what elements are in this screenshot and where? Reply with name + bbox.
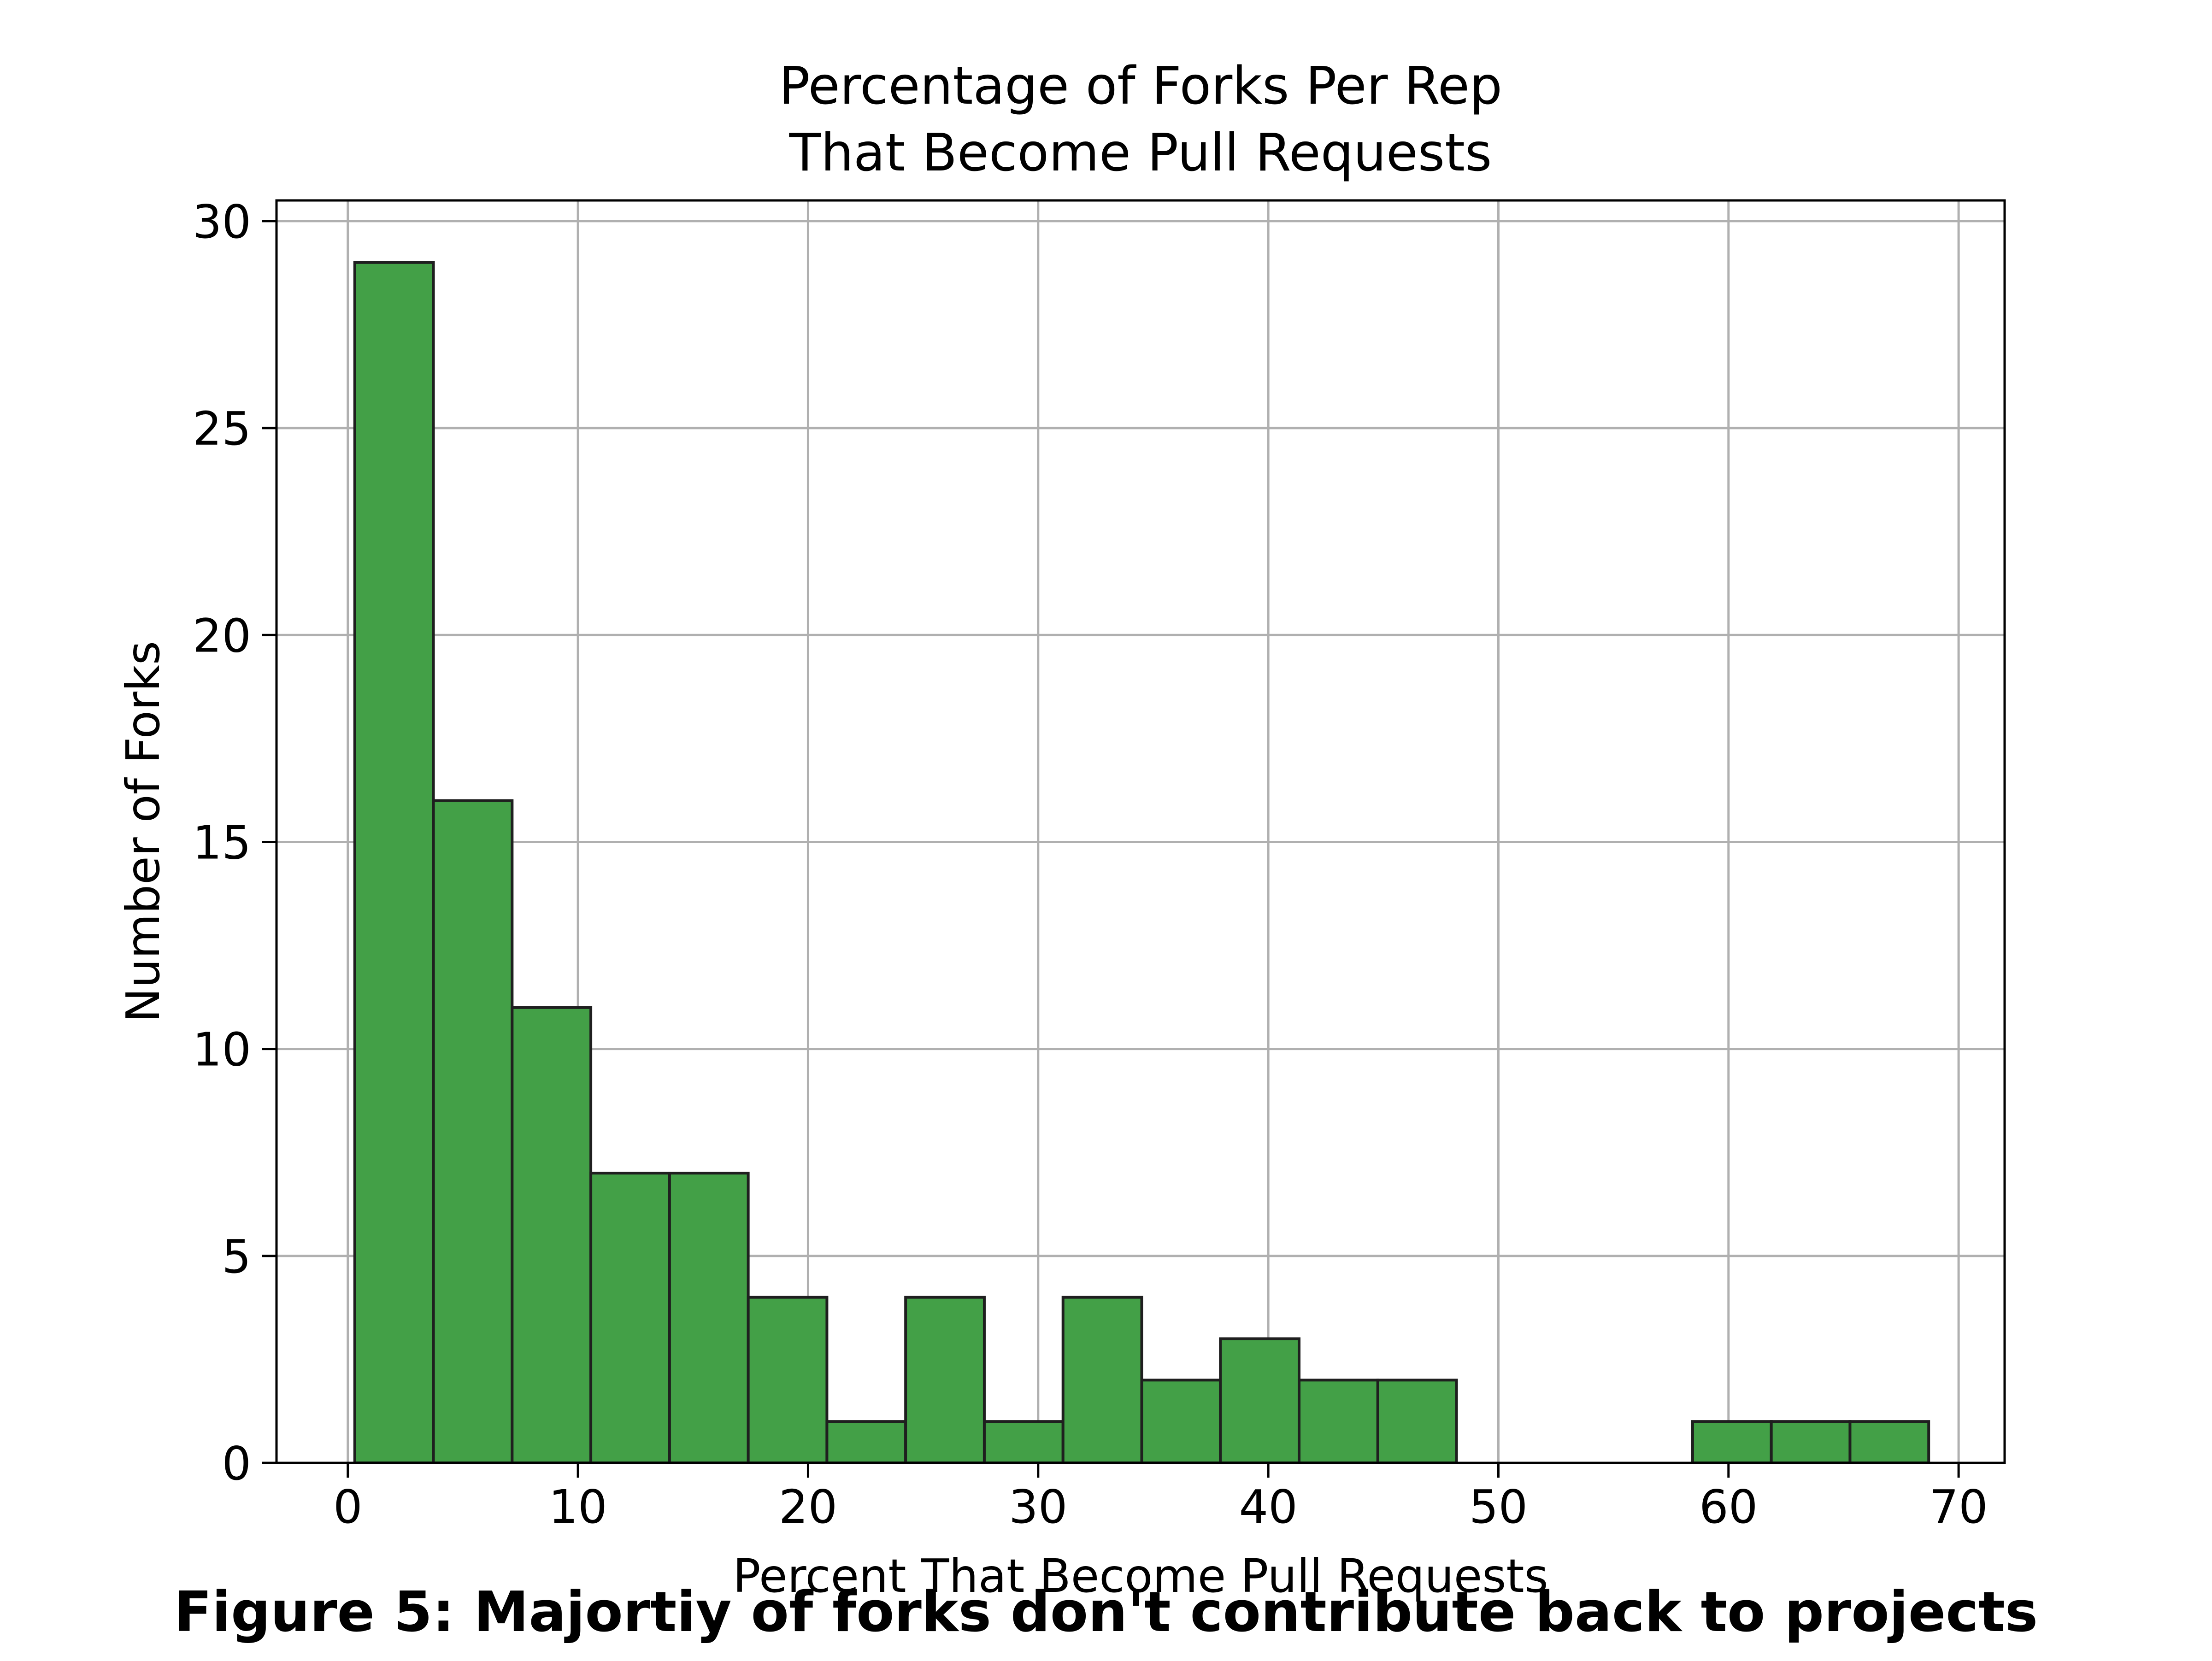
histogram-bar-9 — [1061, 1296, 1143, 1465]
y-tick-label-5: 5 — [222, 1230, 251, 1284]
figure-caption: Figure 5: Majortiy of forks don't contri… — [174, 1580, 2038, 1644]
y-tick-label-10: 10 — [193, 1023, 251, 1077]
y-tick-label-20: 20 — [193, 609, 251, 663]
histogram-bar-18 — [1770, 1420, 1852, 1464]
x-tick-label-50: 50 — [1469, 1480, 1528, 1534]
y-tick-label-15: 15 — [193, 816, 251, 869]
x-tick-label-40: 40 — [1239, 1480, 1298, 1534]
y-tick-label-30: 30 — [193, 195, 251, 249]
histogram-bar-1 — [432, 799, 514, 1464]
chart-title-line-1: Percentage of Forks Per Rep — [779, 56, 1502, 116]
histogram-bar-12 — [1298, 1379, 1379, 1465]
histogram-bar-7 — [904, 1296, 986, 1465]
histogram-bar-8 — [982, 1420, 1065, 1464]
histogram-bar-10 — [1140, 1379, 1222, 1465]
histogram-bar-13 — [1376, 1379, 1458, 1465]
x-tick-label-10: 10 — [549, 1480, 607, 1534]
y-axis-label: Number of Forks — [116, 641, 170, 1022]
ticks-layer: 0 10 20 30 40 50 60 70 0 5 10 15 20 25 30 — [193, 195, 1988, 1534]
plot-frame — [275, 199, 2006, 1464]
y-tick-label-0: 0 — [222, 1437, 251, 1491]
histogram-bar-5 — [747, 1296, 829, 1465]
x-tick-label-20: 20 — [779, 1480, 837, 1534]
histogram-bar-11 — [1219, 1337, 1301, 1464]
y-tick-label-25: 25 — [193, 402, 251, 456]
bars-layer — [353, 261, 1930, 1465]
chart-title-line-2: That Become Pull Requests — [789, 123, 1492, 183]
histogram-bar-2 — [511, 1006, 593, 1464]
histogram-bar-3 — [589, 1172, 671, 1464]
histogram-bar-6 — [825, 1420, 907, 1464]
x-tick-label-0: 0 — [333, 1480, 363, 1534]
histogram-bar-17 — [1691, 1420, 1773, 1464]
histogram-bar-4 — [668, 1172, 750, 1464]
histogram-bar-0 — [353, 261, 435, 1464]
x-tick-label-30: 30 — [1009, 1480, 1067, 1534]
histogram-bar-19 — [1848, 1420, 1930, 1464]
x-tick-label-60: 60 — [1699, 1480, 1758, 1534]
x-tick-label-70: 70 — [1930, 1480, 1988, 1534]
x-axis-label: Percent That Become Pull Requests — [733, 1549, 1548, 1603]
